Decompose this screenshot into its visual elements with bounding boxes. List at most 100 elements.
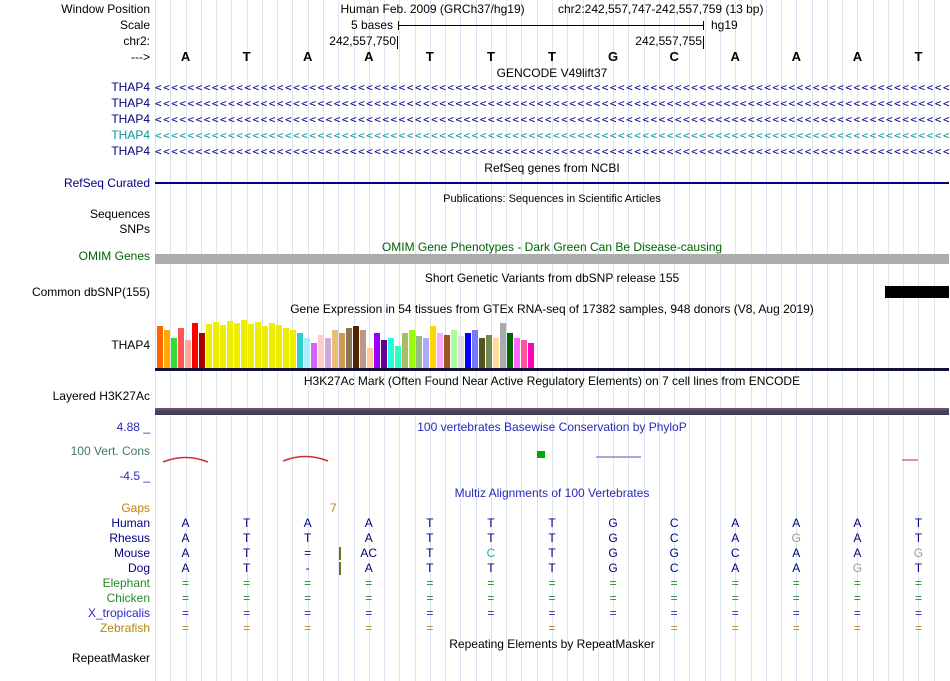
alignment-cell: = xyxy=(914,606,922,620)
gtex-bar[interactable] xyxy=(402,333,408,368)
gene-model-row[interactable]: <<<<<<<<<<<<<<<<<<<<<<<<<<<<<<<<<<<<<<<<… xyxy=(155,81,949,94)
gtex-bar[interactable] xyxy=(325,338,331,368)
species-label-human[interactable]: Human xyxy=(111,516,150,530)
repeatmasker-label[interactable]: RepeatMasker xyxy=(71,651,150,665)
gtex-bar[interactable] xyxy=(388,338,394,368)
gtex-bar[interactable] xyxy=(423,338,429,368)
gtex-bar[interactable] xyxy=(367,348,373,368)
gtex-bar[interactable] xyxy=(381,340,387,368)
gtex-bar[interactable] xyxy=(395,346,401,368)
gtex-bar[interactable] xyxy=(374,333,380,368)
gtex-bar[interactable] xyxy=(486,335,492,368)
sequences-label[interactable]: Sequences xyxy=(89,207,150,221)
snps-label[interactable]: SNPs xyxy=(119,222,150,236)
gtex-bar[interactable] xyxy=(290,330,296,368)
gtex-bar[interactable] xyxy=(199,333,205,368)
gtex-bar[interactable] xyxy=(514,338,520,368)
gtex-bar[interactable] xyxy=(304,338,310,368)
gene-model-row[interactable]: <<<<<<<<<<<<<<<<<<<<<<<<<<<<<<<<<<<<<<<<… xyxy=(155,129,949,142)
gene-label[interactable]: THAP4 xyxy=(111,128,150,142)
gtex-bar[interactable] xyxy=(339,333,345,368)
gtex-bar[interactable] xyxy=(262,326,268,368)
gtex-bar[interactable] xyxy=(248,324,254,368)
phylop-track-label[interactable]: 100 Vert. Cons xyxy=(70,444,150,458)
omim-genes-label[interactable]: OMIM Genes xyxy=(78,249,150,263)
gtex-bar[interactable] xyxy=(157,326,163,368)
gtex-bar[interactable] xyxy=(178,328,184,368)
gtex-bar[interactable] xyxy=(416,336,422,368)
dbsnp-label[interactable]: Common dbSNP(155) xyxy=(31,285,150,299)
gtex-bar[interactable] xyxy=(311,343,317,368)
gtex-bar[interactable] xyxy=(276,325,282,368)
scale-bar-left-tick xyxy=(398,21,399,30)
gene-label[interactable]: THAP4 xyxy=(111,144,150,158)
species-label-mouse[interactable]: Mouse xyxy=(113,546,150,560)
refseq-curated-label[interactable]: RefSeq Curated xyxy=(63,176,150,190)
gtex-bar[interactable] xyxy=(318,335,324,368)
gtex-bar[interactable] xyxy=(479,338,485,368)
species-label-rhesus[interactable]: Rhesus xyxy=(109,531,150,545)
gtex-bar[interactable] xyxy=(227,321,233,368)
gtex-bar[interactable] xyxy=(493,338,499,368)
gene-label[interactable]: THAP4 xyxy=(111,112,150,126)
alignment-cell: G xyxy=(913,546,924,560)
gene-model-row[interactable]: <<<<<<<<<<<<<<<<<<<<<<<<<<<<<<<<<<<<<<<<… xyxy=(155,97,949,110)
gtex-bar[interactable] xyxy=(213,322,219,368)
gtex-bar[interactable] xyxy=(185,340,191,368)
gene-model-row[interactable]: <<<<<<<<<<<<<<<<<<<<<<<<<<<<<<<<<<<<<<<<… xyxy=(155,113,949,126)
gtex-bar[interactable] xyxy=(164,330,170,368)
gtex-bar[interactable] xyxy=(192,323,198,368)
gtex-bar[interactable] xyxy=(255,322,261,368)
species-label-zebrafish[interactable]: Zebrafish xyxy=(99,621,150,635)
gtex-bar[interactable] xyxy=(409,330,415,368)
gtex-bar[interactable] xyxy=(430,326,436,368)
species-label-elephant[interactable]: Elephant xyxy=(102,576,150,590)
gtex-bar[interactable] xyxy=(269,323,275,368)
gtex-bar[interactable] xyxy=(234,323,240,368)
gtex-bar[interactable] xyxy=(444,335,450,368)
header-title: Human Feb. 2009 (GRCh37/hg19) chr2:242,5… xyxy=(155,2,949,16)
omim-gene-bar[interactable] xyxy=(155,254,949,264)
strand-arrow-label: ---> xyxy=(131,50,150,64)
alignment-cell: C xyxy=(486,546,496,560)
gene-label[interactable]: THAP4 xyxy=(111,80,150,94)
grid-line xyxy=(368,0,370,681)
gtex-bar[interactable] xyxy=(507,333,513,368)
gtex-bar[interactable] xyxy=(465,333,471,368)
grid-line xyxy=(842,0,844,681)
gtex-bar[interactable] xyxy=(500,323,506,368)
gtex-bar[interactable] xyxy=(521,340,527,368)
gtex-bar[interactable] xyxy=(472,330,478,368)
refseq-gene-line[interactable] xyxy=(155,182,949,184)
species-label-chicken[interactable]: Chicken xyxy=(106,591,150,605)
alignment-cell: = xyxy=(487,576,495,590)
gtex-bar[interactable] xyxy=(353,326,359,368)
gtex-gene-label[interactable]: THAP4 xyxy=(111,338,150,352)
species-label-dog[interactable]: Dog xyxy=(127,561,150,575)
gtex-bar[interactable] xyxy=(346,328,352,368)
alignment-cell: T xyxy=(304,531,312,545)
gtex-bar[interactable] xyxy=(332,330,338,368)
h3k27ac-label[interactable]: Layered H3K27Ac xyxy=(52,389,150,403)
gtex-bar[interactable] xyxy=(458,336,464,368)
gene-label[interactable]: THAP4 xyxy=(111,96,150,110)
gtex-bar[interactable] xyxy=(220,325,226,368)
gtex-bar[interactable] xyxy=(206,324,212,368)
alignment-cell: = xyxy=(365,606,373,620)
h3k27ac-signal-bar[interactable] xyxy=(155,408,949,415)
gtex-bar[interactable] xyxy=(437,333,443,368)
dbsnp-variant-bar[interactable] xyxy=(885,286,949,298)
gtex-bar[interactable] xyxy=(297,333,303,368)
omim-track-title: OMIM Gene Phenotypes - Dark Green Can Be… xyxy=(381,240,723,254)
gtex-bar[interactable] xyxy=(171,338,177,368)
gtex-bar[interactable] xyxy=(241,320,247,368)
gtex-baseline[interactable] xyxy=(155,368,949,371)
gtex-bar[interactable] xyxy=(283,328,289,368)
species-label-x_tropicalis[interactable]: X_tropicalis xyxy=(87,606,150,620)
phylop-wiggle[interactable] xyxy=(155,436,949,484)
gtex-bar[interactable] xyxy=(451,330,457,368)
species-label-gaps[interactable]: Gaps xyxy=(121,501,150,515)
gene-model-row[interactable]: <<<<<<<<<<<<<<<<<<<<<<<<<<<<<<<<<<<<<<<<… xyxy=(155,145,949,158)
gtex-bar[interactable] xyxy=(360,330,366,368)
gtex-bar[interactable] xyxy=(528,343,534,368)
